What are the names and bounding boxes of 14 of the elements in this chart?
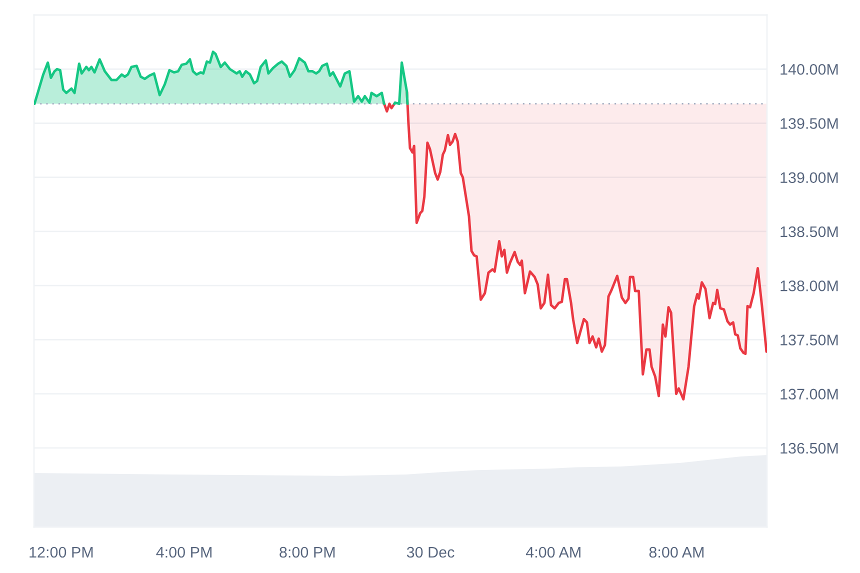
x-tick-label: 12:00 PM (30, 546, 93, 558)
x-tick-label: 30 Dec (406, 546, 454, 558)
x-tick-label: 8:00 AM (649, 546, 704, 558)
y-tick-label: 139.00M (780, 172, 838, 184)
y-tick-label: 136.50M (780, 442, 838, 454)
y-tick-label: 139.50M (780, 118, 838, 129)
x-tick-label: 4:00 PM (156, 546, 212, 558)
y-tick-label: 137.00M (780, 388, 838, 400)
y-tick-label: 138.50M (780, 226, 838, 238)
x-tick-label: 4:00 AM (526, 546, 580, 558)
x-tick-label: 8:00 PM (280, 546, 335, 558)
y-tick-label: 137.50M (780, 334, 838, 346)
y-tick-label: 138.00M (780, 280, 838, 292)
y-tick-label: 140.00M (780, 64, 838, 75)
